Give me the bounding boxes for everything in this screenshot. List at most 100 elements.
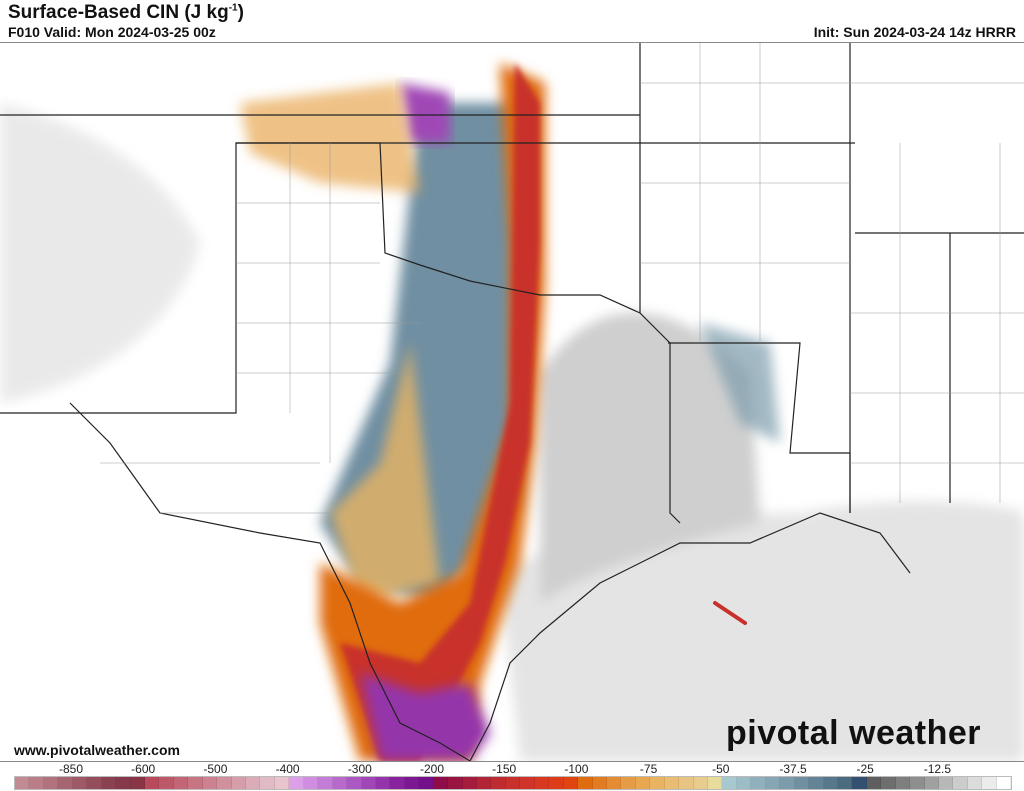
colorbar-cell xyxy=(910,777,925,789)
colorbar-cell xyxy=(895,777,911,789)
colorbar-label: -500 xyxy=(203,762,228,776)
colorbar xyxy=(14,776,1012,790)
cin-band-purple xyxy=(360,673,490,761)
colorbar-cell xyxy=(448,777,463,789)
colorbar-cell xyxy=(563,777,579,789)
colorbar-cell xyxy=(87,777,102,789)
colorbar-cell xyxy=(419,777,434,789)
colorbar-cell xyxy=(866,777,882,789)
colorbar-cell xyxy=(837,777,853,789)
colorbar-cell xyxy=(217,777,232,789)
colorbar-cell xyxy=(361,777,376,789)
colorbar-cell xyxy=(188,777,203,789)
colorbar-cell xyxy=(260,777,275,789)
colorbar-cell xyxy=(780,777,795,789)
colorbar-cell xyxy=(491,777,506,789)
colorbar-cell xyxy=(621,777,636,789)
colorbar-cell xyxy=(534,777,550,789)
colorbar-cell xyxy=(592,777,607,789)
colorbar-cell xyxy=(29,777,44,789)
cin-north-orange xyxy=(240,83,420,193)
colorbar-label: -300 xyxy=(347,762,372,776)
colorbar-cell xyxy=(809,777,824,789)
cin-north-purple xyxy=(400,83,450,143)
title-end: ) xyxy=(237,2,244,23)
cin-band-yellow xyxy=(330,343,440,603)
colorbar-cell xyxy=(159,777,174,789)
colorbar-cell xyxy=(939,777,954,789)
title-unit-exponent: -1 xyxy=(228,2,238,14)
colorbar-cell xyxy=(43,777,59,789)
colorbar-label: -25 xyxy=(856,762,874,776)
init-time: Init: Sun 2024-03-24 14z HRRR xyxy=(813,24,1016,40)
gulf-shading xyxy=(500,501,1024,761)
colorbar-cell xyxy=(130,777,145,789)
valid-time: F010 Valid: Mon 2024-03-25 00z xyxy=(8,24,216,40)
colorbar-cell xyxy=(606,777,622,789)
colorbar-cell xyxy=(578,777,593,789)
colorbar-cell xyxy=(274,777,290,789)
east-texas-shading xyxy=(540,312,760,603)
cin-band-red xyxy=(340,63,540,761)
colorbar-label: -12.5 xyxy=(923,762,952,776)
colorbar-cell xyxy=(72,777,88,789)
website-url: www.pivotalweather.com xyxy=(14,742,180,758)
title-text: Surface-Based CIN (J kg xyxy=(8,2,229,23)
colorbar-cell xyxy=(736,777,752,789)
colorbar-labels: -850 -600 -500 -400 -300 -200 -150 -100 -75 -50 -3… xyxy=(0,762,1024,776)
colorbar-label: -200 xyxy=(419,762,445,776)
colorbar-cell xyxy=(664,777,680,789)
colorbar-cell xyxy=(303,777,319,789)
colorbar-cell xyxy=(15,777,30,789)
colorbar-cell xyxy=(996,777,1012,789)
colorbar-cell xyxy=(433,777,449,789)
louisiana-blue xyxy=(700,323,780,443)
colorbar-label: -150 xyxy=(492,762,517,776)
colorbar-cell xyxy=(289,777,304,789)
colorbar-cell xyxy=(58,777,73,789)
colorbar-cell xyxy=(708,777,723,789)
county-lines xyxy=(100,43,1024,514)
colorbar-cell xyxy=(231,777,246,789)
colorbar-cell xyxy=(520,777,535,789)
colorbar-cell xyxy=(144,777,160,789)
colorbar-cell xyxy=(693,777,708,789)
colorbar-cell xyxy=(823,777,838,789)
pivotal-weather-logo: pivotal weather xyxy=(726,714,982,752)
colorbar-cell xyxy=(794,777,810,789)
colorbar-cell xyxy=(202,777,218,789)
colorbar-label: -400 xyxy=(275,762,300,776)
colorbar-cell xyxy=(116,777,131,789)
colorbar-label: -37.5 xyxy=(779,762,807,776)
gulf-red-streak xyxy=(713,601,747,625)
colorbar-cell xyxy=(347,777,362,789)
colorbar-cell xyxy=(635,777,651,789)
colorbar-cell xyxy=(404,777,420,789)
colorbar-cell xyxy=(101,777,117,789)
colorbar-cell xyxy=(549,777,564,789)
colorbar-cell xyxy=(679,777,694,789)
colorbar-cell xyxy=(881,777,896,789)
colorbar-cell xyxy=(765,777,781,789)
colorbar-cell xyxy=(477,777,492,789)
colorbar-cell xyxy=(650,777,665,789)
colorbar-label: -600 xyxy=(131,762,156,776)
colorbar-cell xyxy=(982,777,997,789)
colorbar-cell xyxy=(462,777,477,789)
weather-map xyxy=(0,42,1024,762)
colorbar-cell xyxy=(967,777,983,789)
west-shading xyxy=(0,103,200,403)
colorbar-cell xyxy=(246,777,261,789)
colorbar-label: -50 xyxy=(712,762,730,776)
colorbar-cell xyxy=(722,777,737,789)
colorbar-cell xyxy=(173,777,189,789)
colorbar-label: -850 xyxy=(58,762,84,776)
colorbar-label: -100 xyxy=(564,762,589,776)
colorbar-cell xyxy=(505,777,521,789)
map-canvas xyxy=(0,43,1024,761)
colorbar-cell xyxy=(852,777,867,789)
colorbar-cell xyxy=(953,777,968,789)
state-borders xyxy=(0,43,1024,761)
colorbar-cell xyxy=(390,777,405,789)
colorbar-label: -75 xyxy=(639,762,658,776)
